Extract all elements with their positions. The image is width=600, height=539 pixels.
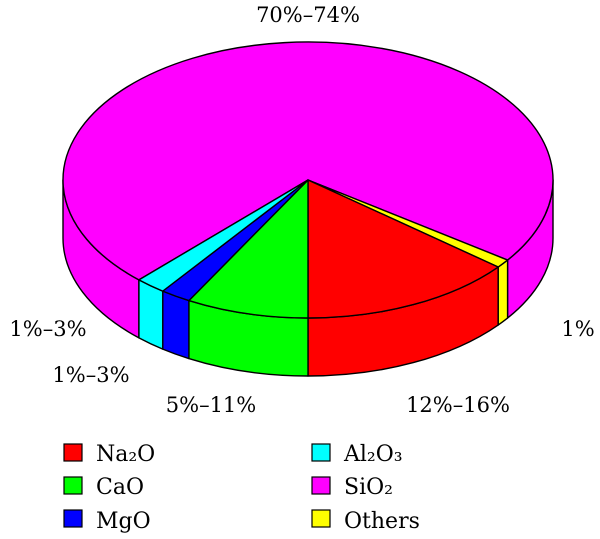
value-label-cao: 5%–11% <box>166 393 257 417</box>
legend-swatch-cao <box>63 476 83 495</box>
value-label-sio2: 70%–74% <box>256 3 360 27</box>
legend-item-al2o3: Al₂O₃ <box>311 442 403 467</box>
legend-label-na2o: Na₂O <box>96 442 155 467</box>
legend-label-others: Others <box>344 509 420 534</box>
pie-slice-na2o <box>307 179 499 319</box>
legend-item-na2o: Na₂O <box>63 442 155 467</box>
pie-sides <box>62 179 554 377</box>
pie-slice-cao <box>188 179 309 319</box>
legend-label-mgo: MgO <box>96 509 151 534</box>
legend-label-sio2: SiO₂ <box>344 475 393 500</box>
pie-slice-sio2 <box>62 41 554 281</box>
legend-swatch-others <box>311 509 331 528</box>
legend-item-sio2: SiO₂ <box>311 475 393 500</box>
legend-swatch-mgo <box>63 509 83 528</box>
legend-label-al2o3: Al₂O₃ <box>343 442 403 467</box>
legend-item-cao: CaO <box>63 475 144 500</box>
pie-top <box>62 41 554 319</box>
legend-swatch-al2o3 <box>311 443 331 462</box>
value-label-al2o3: 1%–3% <box>9 317 86 341</box>
pie-side-others <box>497 259 509 326</box>
legend: Na₂O CaO MgO Al₂O₃ SiO₂ Others <box>63 442 420 534</box>
legend-label-cao: CaO <box>96 475 144 500</box>
value-label-others: 1% <box>561 317 594 341</box>
legend-swatch-sio2 <box>311 476 331 495</box>
value-label-mgo: 1%–3% <box>52 363 129 387</box>
pie-side-mgo <box>162 290 190 360</box>
value-label-na2o: 12%–16% <box>406 393 510 417</box>
legend-swatch-na2o <box>63 443 83 462</box>
legend-item-mgo: MgO <box>63 509 151 534</box>
legend-item-others: Others <box>311 509 420 534</box>
pie-slice-al2o3 <box>138 179 309 292</box>
